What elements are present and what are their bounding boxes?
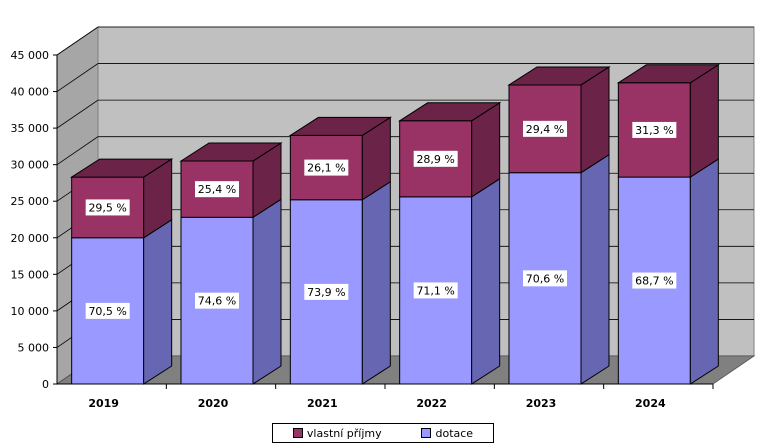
data-label: 25,4 % <box>198 183 236 196</box>
bars: 70,5 % 29,5 % 74,6 % 25,4 % 73,9 % 26,1 % 71,1… <box>69 63 721 385</box>
y-tick-label: 35 000 <box>11 122 50 135</box>
data-label-box <box>523 120 567 137</box>
bar-top-face <box>179 142 283 162</box>
y-tick-label: 15 000 <box>11 268 50 281</box>
data-label-box <box>85 302 130 319</box>
y-tick-label: 45 000 <box>11 49 50 62</box>
bar-segment-subsidies-side <box>361 180 391 385</box>
y-tick-label: 10 000 <box>11 305 50 318</box>
y-tick-label: 30 000 <box>11 159 50 172</box>
data-label-box <box>632 121 677 138</box>
data-label-box <box>632 272 677 289</box>
legend-swatch-own-revenue <box>292 428 303 438</box>
bar-segment-own-revenue <box>399 120 473 198</box>
data-label: 68,7 % <box>635 275 673 288</box>
legend-item-own-revenue: vlastní příjmy <box>292 426 382 440</box>
data-label-box <box>304 283 349 300</box>
gridline <box>56 26 754 56</box>
bar-top-face <box>616 64 721 84</box>
y-tick-label: 0 <box>42 378 49 391</box>
bar-segment-subsidies-side <box>143 218 173 385</box>
x-tick-label: 2021 <box>307 397 338 410</box>
data-label: 71,1 % <box>416 284 454 297</box>
x-tick-label: 2024 <box>635 397 666 410</box>
x-axis: 2019 2020 2021 2022 2023 2024 <box>57 383 714 410</box>
x-tick-label: 2023 <box>526 397 557 410</box>
bar-top-face <box>397 102 502 122</box>
data-label-box <box>304 159 349 176</box>
bar-segment-subsidies-side <box>689 158 719 385</box>
bar-top-face <box>69 158 174 178</box>
data-label: 26,1 % <box>307 162 345 175</box>
data-label: 29,5 % <box>88 201 126 214</box>
bar-top-face <box>288 116 393 136</box>
x-tick-label: 2019 <box>88 397 119 410</box>
data-label: 70,6 % <box>526 272 564 285</box>
legend-swatch-subsidies <box>421 428 432 438</box>
data-label-box <box>195 292 239 309</box>
data-label: 31,3 % <box>635 124 673 137</box>
data-label-box <box>413 150 458 167</box>
data-label-box <box>85 199 130 216</box>
data-label: 29,4 % <box>526 123 564 136</box>
gridline <box>56 63 754 92</box>
bar-segment-subsidies-side <box>580 153 610 385</box>
y-tick-label: 20 000 <box>11 232 50 245</box>
x-tick-label: 2020 <box>198 397 229 410</box>
data-label: 73,9 % <box>307 286 345 299</box>
bar-top-face <box>507 66 611 86</box>
y-tick-label: 5 000 <box>18 341 50 354</box>
bar-segment-own-revenue-side <box>689 63 719 179</box>
bar-segment-subsidies-side <box>252 198 282 385</box>
data-label: 70,5 % <box>88 305 126 318</box>
bar-segment-subsidies-side <box>471 177 501 385</box>
legend-label-own-revenue: vlastní příjmy <box>306 426 382 440</box>
data-label: 74,6 % <box>198 295 236 308</box>
legend-label-subsidies: dotace <box>435 426 474 440</box>
data-label: 28,9 % <box>416 153 454 166</box>
data-label-box <box>195 181 239 198</box>
data-label-box <box>523 270 567 287</box>
data-label-box <box>413 282 458 299</box>
y-tick-label: 40 000 <box>11 86 50 99</box>
legend-item-subsidies: dotace <box>421 427 473 440</box>
x-tick-label: 2022 <box>416 397 447 410</box>
y-tick-label: 25 000 <box>11 195 50 208</box>
legend: vlastní příjmy dotace <box>272 423 494 443</box>
y-axis: 0 5 000 10 000 15 000 20 000 25 000 30 000 35 0… <box>11 49 58 391</box>
